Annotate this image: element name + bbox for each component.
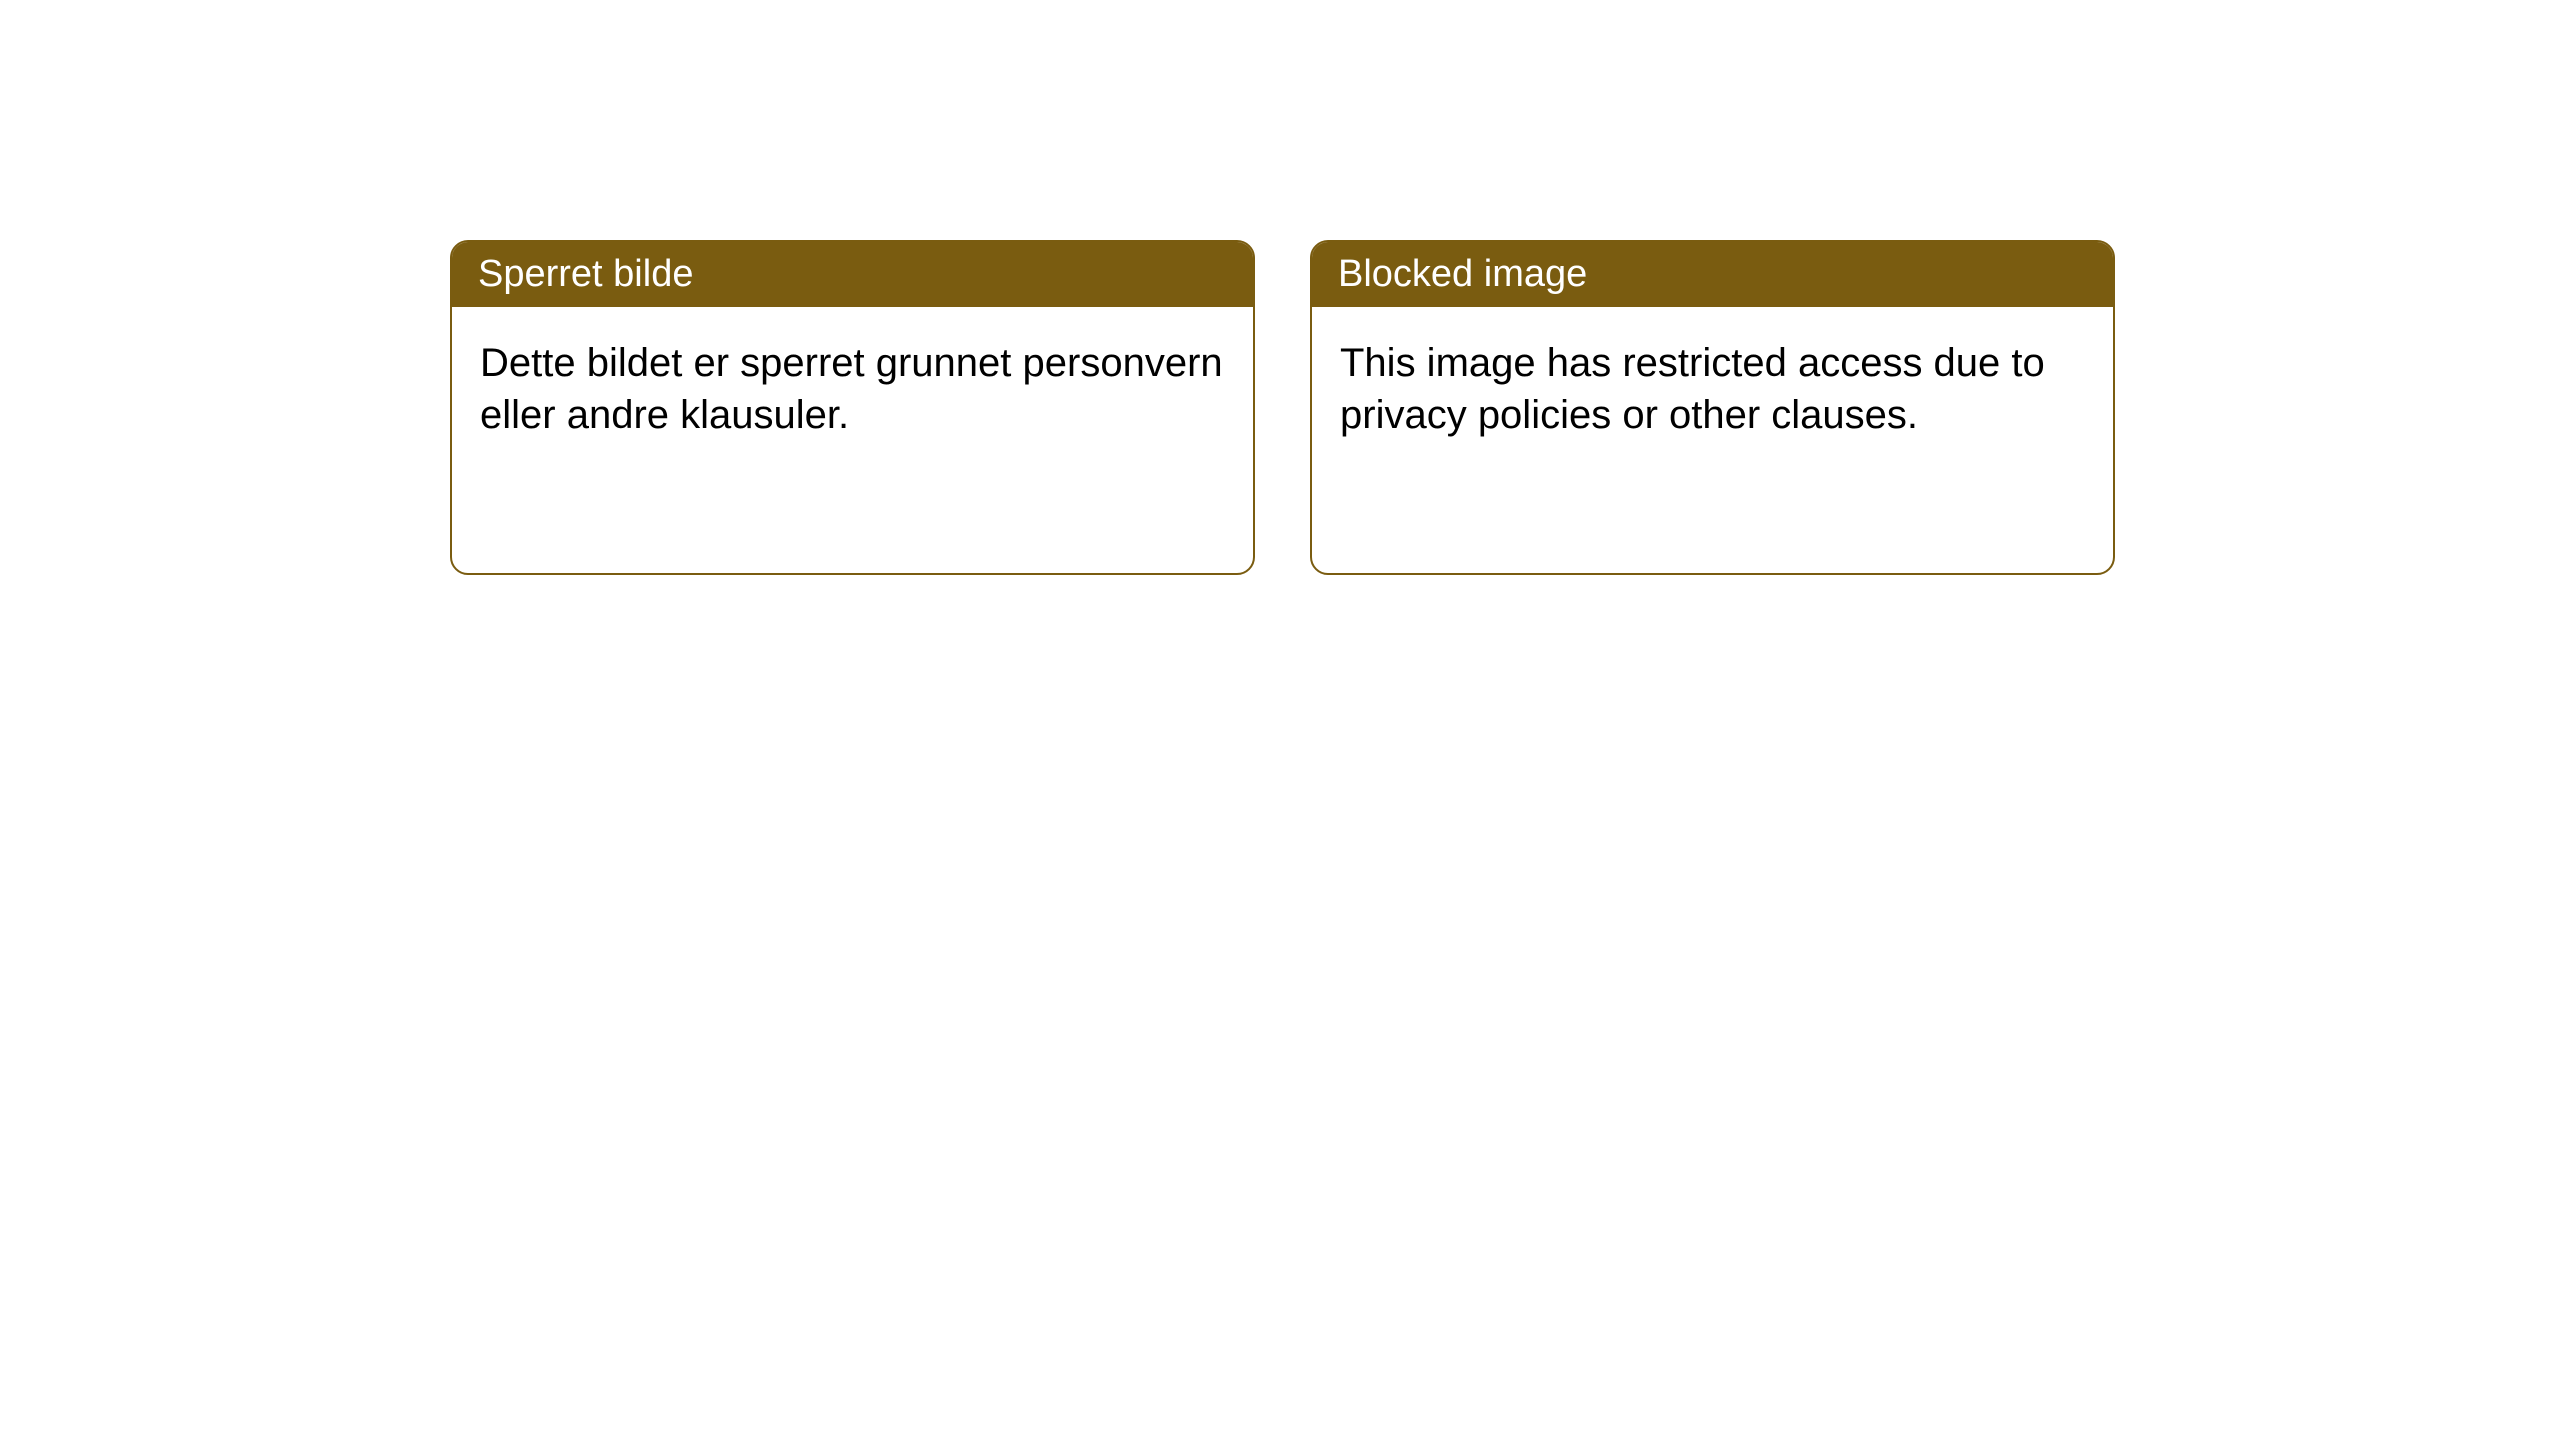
notice-header: Sperret bilde bbox=[452, 242, 1253, 307]
notice-header: Blocked image bbox=[1312, 242, 2113, 307]
notice-container: Sperret bilde Dette bildet er sperret gr… bbox=[0, 0, 2560, 575]
notice-body-text: This image has restricted access due to … bbox=[1340, 341, 2045, 437]
notice-title: Sperret bilde bbox=[478, 253, 693, 295]
notice-box-english: Blocked image This image has restricted … bbox=[1310, 240, 2115, 575]
notice-box-norwegian: Sperret bilde Dette bildet er sperret gr… bbox=[450, 240, 1255, 575]
notice-title: Blocked image bbox=[1338, 253, 1587, 295]
notice-body: Dette bildet er sperret grunnet personve… bbox=[452, 307, 1253, 471]
notice-body: This image has restricted access due to … bbox=[1312, 307, 2113, 471]
notice-body-text: Dette bildet er sperret grunnet personve… bbox=[480, 341, 1223, 437]
